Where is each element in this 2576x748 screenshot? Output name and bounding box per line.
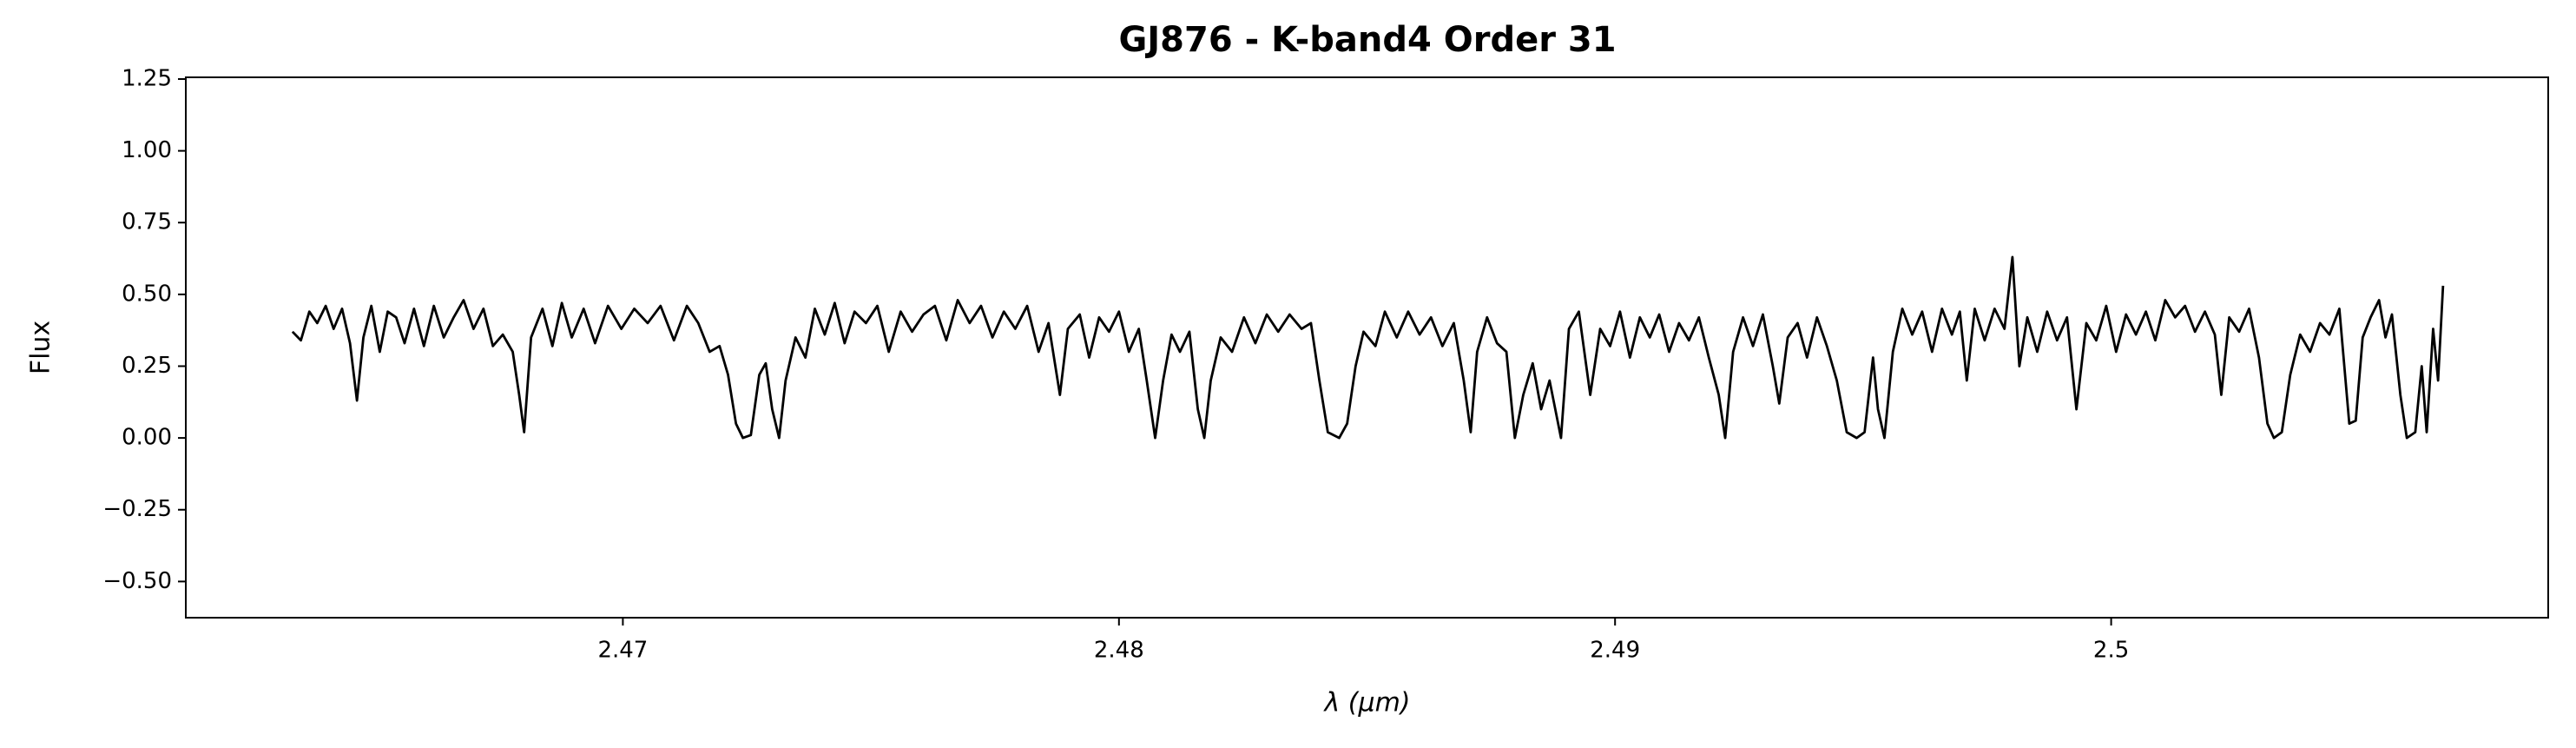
y-tick-label: 1.00: [122, 137, 172, 163]
x-tick-label: 2.47: [597, 638, 648, 664]
y-tick-label: 0.75: [122, 209, 172, 235]
y-tick-label: −0.50: [102, 568, 172, 594]
y-tick-label: 0.50: [122, 281, 172, 307]
x-axis-label: λ (μm): [1322, 688, 1410, 718]
y-tick-label: −0.25: [102, 496, 172, 522]
x-tick-label: 2.49: [1590, 638, 1640, 664]
y-axis-label: Flux: [26, 321, 56, 374]
spectrum-line: [291, 255, 2445, 440]
plot-frame: [185, 76, 2549, 619]
x-tick-label: 2.5: [2093, 638, 2129, 664]
y-tick-label: 1.25: [122, 65, 172, 91]
y-tick-label: 0.25: [122, 353, 172, 379]
y-tick-label: 0.00: [122, 425, 172, 451]
x-tick-label: 2.48: [1094, 638, 1144, 664]
chart-title: GJ876 - K-band4 Order 31: [1118, 20, 1616, 60]
